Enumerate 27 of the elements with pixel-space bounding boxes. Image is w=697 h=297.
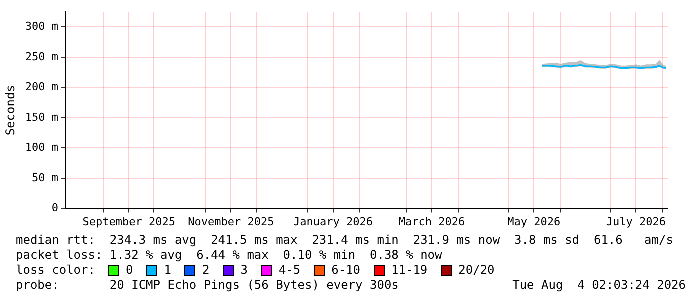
y-tick-label: 250 m (25, 50, 59, 64)
y-axis-title: Seconds (3, 85, 18, 136)
y-tick-label: 300 m (25, 20, 59, 33)
legend-title: loss color: (16, 263, 96, 278)
text: median rtt: 234.3 ms avg 241.5 ms max 231.4 ms min 231.9 ms now 3.8 ms sd 61.6 am/s (16, 233, 674, 248)
x-tick-label: May 2026 (508, 215, 561, 228)
legend-label: 0 (126, 263, 134, 278)
text: packet loss: 1.32 % avg 6.44 % max 0.10 % min 0.38 % now (16, 248, 444, 263)
legend-label: 4-5 (278, 263, 301, 278)
legend-label: 3 (240, 263, 248, 278)
x-tick-label: January 2026 (294, 215, 374, 228)
legend-label: 11-19 (392, 263, 428, 278)
x-tick-label: March 2026 (398, 215, 466, 228)
legend-label: 20/20 (458, 263, 495, 278)
y-tick-label: 150 m (25, 110, 59, 124)
y-tick-label: 0 (52, 202, 59, 215)
legend-label: 6-10 (332, 263, 361, 278)
y-tick-label: 50 m (32, 171, 59, 184)
legend-label: 1 (164, 263, 172, 278)
x-tick-label: November 2025 (188, 215, 274, 228)
x-tick-label: July 2026 (606, 215, 666, 228)
y-tick-label: 100 m (25, 141, 59, 154)
legend-label: 2 (202, 263, 210, 278)
y-tick-label: 200 m (25, 80, 59, 94)
x-tick-label: September 2025 (82, 215, 176, 228)
text: Tue Aug 4 02:03:24 2026 (512, 278, 686, 293)
text: probe: 20 ICMP Echo Pings (56 Bytes) every 300s (16, 278, 399, 293)
